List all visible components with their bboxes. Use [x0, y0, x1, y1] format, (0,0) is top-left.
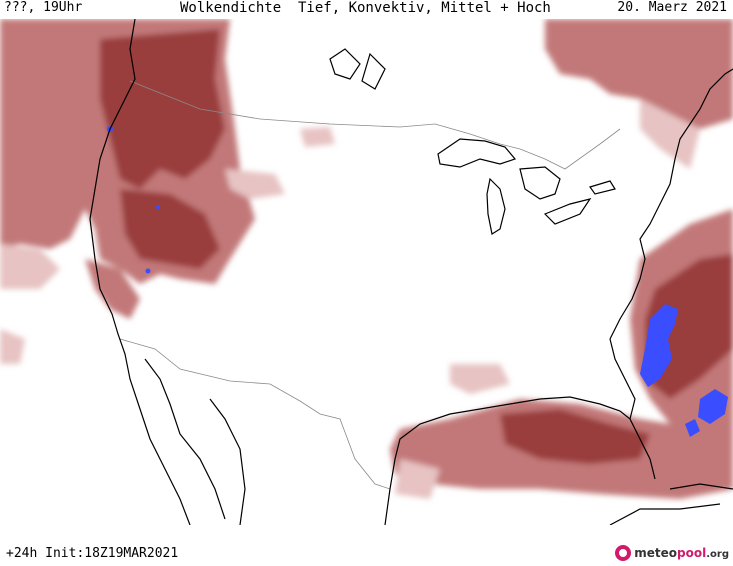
great-lake-huron [519, 166, 561, 200]
cloud-area-gulf-dark [500, 409, 650, 464]
cloud-area-quebec [545, 19, 733, 129]
hudson-bay-coast [329, 48, 386, 90]
logo-text-meteo: meteo [634, 546, 678, 560]
cloud-area-pacific-south [0, 329, 25, 364]
valid-time-label: ???, 19Uhr [4, 0, 83, 15]
cloud-area-pacific [0, 244, 60, 289]
convective-cell-atlantic-2 [698, 389, 728, 424]
cloud-area-california [85, 259, 140, 319]
cloud-area-mexico [395, 459, 440, 499]
cloud-cover-layer [0, 19, 733, 499]
convective-cell-nevada [145, 268, 151, 274]
cloud-area-great-basin [225, 169, 285, 199]
cloud-area-maritimes [640, 99, 700, 169]
header-bar: ???, 19Uhr Wolkendichte Tief, Konvektiv,… [0, 0, 733, 20]
east-coast [609, 68, 733, 340]
baja-california [144, 358, 226, 520]
great-lake-superior [437, 138, 517, 168]
meteopool-logo[interactable]: meteopool.org [615, 543, 729, 563]
florida-peninsula [609, 338, 636, 420]
convective-layer [107, 126, 728, 437]
logo-text-org: .org [706, 549, 729, 560]
great-lake-michigan [486, 177, 506, 235]
date-label: 20. Maerz 2021 [617, 0, 727, 15]
cloud-area-rockies-dark [120, 189, 220, 269]
west-coast [89, 19, 191, 525]
great-lake-erie [543, 198, 592, 225]
great-lake-ontario [589, 180, 616, 195]
cuba [669, 483, 733, 490]
convective-cell-atlantic [640, 304, 678, 387]
border-lines [119, 80, 621, 490]
forecast-info-label: +24h Init:18Z19MAR2021 [6, 546, 179, 561]
us-canada-border [129, 80, 621, 170]
cloud-density-map [0, 19, 733, 525]
gulf-coast [384, 396, 656, 525]
meteopool-logo-icon [615, 545, 632, 561]
convective-cell-utah [156, 205, 160, 209]
caribbean-coast [609, 503, 721, 525]
convective-cell-florida [685, 419, 700, 437]
coastlines [89, 19, 733, 525]
logo-text-pool: pool [677, 546, 707, 560]
cloud-area-texas-coast [450, 364, 510, 394]
cloud-area-northwest-dark [100, 29, 225, 189]
mexico-west-coast [209, 398, 246, 525]
us-mexico-border [119, 338, 391, 490]
cloud-area-plains-patch [300, 127, 335, 147]
map-title: Wolkendichte Tief, Konvektiv, Mittel + H… [180, 0, 551, 16]
